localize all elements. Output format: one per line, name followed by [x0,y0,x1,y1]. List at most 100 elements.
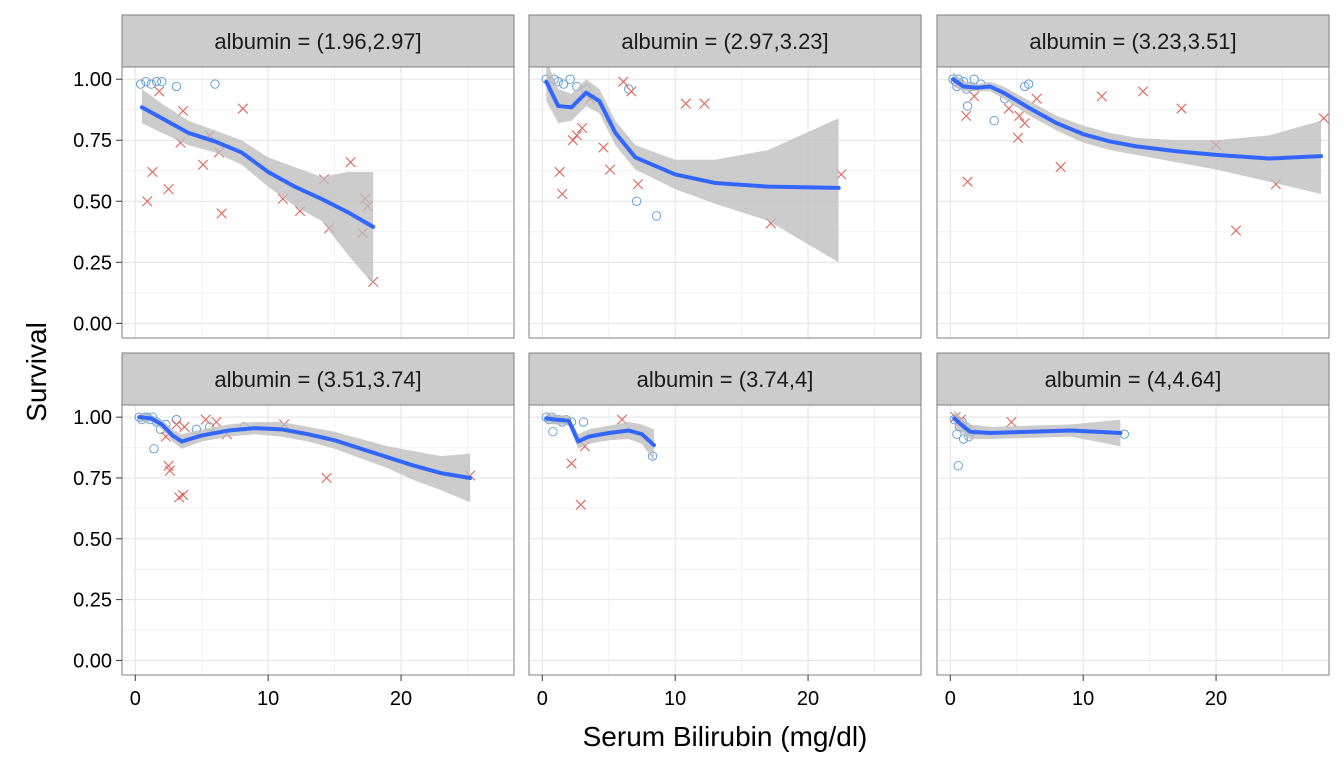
y-tick-label: 0.00 [73,650,112,672]
censored-point [953,461,963,471]
panel-grid [122,405,514,675]
event-point [604,164,616,175]
facet-strip-label: albumin = (4,4.64] [1045,367,1222,392]
event-point [1014,110,1025,122]
panel-border [121,404,515,676]
event-point [179,421,190,433]
event-point [1055,161,1066,173]
x-tick-label: 0 [130,688,141,710]
facet-panel: albumin = (3.74,4] [528,352,922,676]
y-tick-label: 0.00 [73,313,112,335]
facet-panel: albumin = (2.97,3.23] [528,14,922,339]
event-point [626,86,637,97]
event-point [680,98,691,109]
event-point [197,159,209,170]
facet-panel: albumin = (4,4.64] [936,352,1330,676]
censored-point [151,76,162,87]
event-point [321,472,332,484]
event-point [571,130,583,141]
panel-border [936,66,1330,339]
event-point [961,110,972,122]
event-point [1176,103,1187,114]
panel-background [529,405,921,675]
event-point [147,166,158,178]
event-point [142,196,153,207]
smooth-line [139,105,376,229]
event-point [1230,225,1242,236]
panel-border [121,66,515,339]
event-point [200,414,211,425]
smooth-line [950,77,1324,161]
event-point [163,183,174,195]
y-tick-label: 0.25 [73,590,112,612]
censored-point [135,79,146,89]
y-tick-label: 1.00 [73,69,112,91]
panel-background [937,405,1329,675]
event-point [618,76,629,87]
confidence-band [952,71,1322,194]
event-point [164,465,176,476]
facet-strip-label: albumin = (1.96,2.97] [214,29,421,54]
censored-point [631,196,642,206]
event-point [632,179,644,190]
censored-point [548,427,558,437]
y-tick-label: 0.50 [73,191,112,213]
x-tick-label: 20 [1205,688,1227,710]
panel-grid [529,405,921,675]
event-point [216,208,227,219]
event-point [575,499,587,510]
confidence-band [139,412,471,503]
event-point [566,458,577,469]
censored-point [146,79,156,89]
facet-strip-label: albumin = (2.97,3.23] [621,29,828,54]
smooth-line [544,79,841,190]
censored-point [624,84,634,94]
panel-border [528,404,922,676]
panel-grid [529,67,921,338]
event-point [962,176,973,187]
event-point [1019,117,1030,129]
event-point [1096,91,1107,102]
y-tick-label: 0.50 [73,529,112,551]
event-point [557,188,568,200]
facet-strip [528,14,922,68]
event-point [211,416,222,428]
facet-panel: albumin = (1.96,2.97] [121,14,515,339]
confidence-band [954,409,1121,447]
censored-point [141,76,151,87]
x-axis-title: Serum Bilirubin (mg/dl) [583,721,868,752]
event-point [1031,93,1042,104]
censored-point [651,211,662,221]
censored-point [962,101,973,111]
y-tick-label: 0.25 [73,252,112,274]
confidence-band [546,413,654,461]
event-point [171,419,182,430]
facet-panel: albumin = (3.51,3.74] [121,352,515,676]
panel-border [936,404,1330,676]
censored-point [157,76,167,87]
panel-grid [122,67,514,338]
x-tick-label: 0 [945,688,956,710]
smooth-line [952,416,1123,435]
facet-strip [121,352,515,406]
event-point [154,86,165,97]
event-point [567,135,579,146]
facet-panels: albumin = (1.96,2.97] albumin = (2.97,3.2… [121,14,1330,676]
event-point [1012,132,1024,143]
censored-point [210,79,220,89]
event-point [1006,416,1017,428]
y-tick-label: 0.75 [73,468,112,490]
event-point [554,166,565,178]
censored-point [1024,79,1034,89]
censored-point [578,417,589,427]
censored-point [989,116,999,126]
censored-point [958,434,969,444]
x-tick-label: 0 [537,688,548,710]
panel-grid [937,405,1329,675]
smooth-line [137,415,473,480]
x-tick-label: 10 [664,688,686,710]
event-point [237,103,249,114]
smooth-line [544,416,656,448]
event-point [345,157,356,168]
